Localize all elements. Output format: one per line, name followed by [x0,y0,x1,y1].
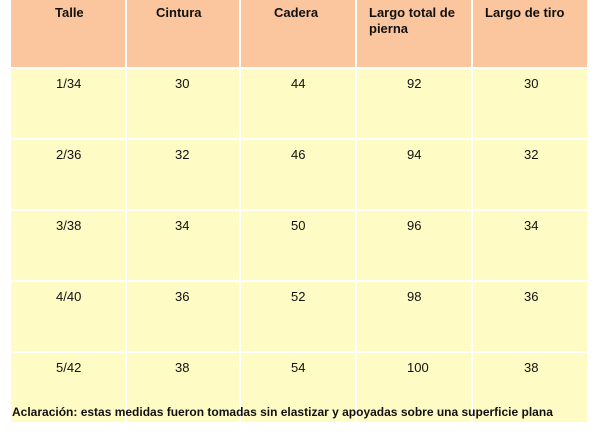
cell-cintura: 30 [127,69,239,138]
cell-cadera: 52 [241,282,355,351]
table-header: Talle Cintura Cadera Largo total de pier… [11,0,587,67]
cell-talle: 4/40 [11,282,125,351]
cell-talle: 2/36 [11,140,125,209]
cell-cintura: 32 [127,140,239,209]
table-row: 1/34 30 44 92 30 [11,69,587,138]
size-chart-table: Talle Cintura Cadera Largo total de pier… [9,0,589,424]
cell-cadera: 50 [241,211,355,280]
header-row: Talle Cintura Cadera Largo total de pier… [11,0,587,67]
cell-largo-tiro: 34 [473,211,587,280]
cell-largo-tiro: 30 [473,69,587,138]
header-largo-total-pierna: Largo total de pierna [357,0,471,67]
header-cadera: Cadera [241,0,355,67]
cell-cintura: 34 [127,211,239,280]
cell-talle: 5/42 [11,353,125,422]
cell-cintura: 36 [127,282,239,351]
cell-cintura: 38 [127,353,239,422]
table-row: 3/38 34 50 96 34 [11,211,587,280]
cell-cadera: 44 [241,69,355,138]
measurement-note: Aclaración: estas medidas fueron tomadas… [12,405,553,419]
cell-largo-pierna: 96 [357,211,471,280]
header-cintura: Cintura [127,0,239,67]
cell-largo-tiro: 38 [473,353,587,422]
header-talle: Talle [11,0,125,67]
cell-largo-pierna: 92 [357,69,471,138]
cell-talle: 1/34 [11,69,125,138]
table-body: 1/34 30 44 92 30 2/36 32 46 94 32 3/38 3… [11,69,587,422]
table-row: 2/36 32 46 94 32 [11,140,587,209]
cell-largo-pierna: 98 [357,282,471,351]
cell-largo-pierna: 94 [357,140,471,209]
header-largo-tiro: Largo de tiro [473,0,587,67]
table-row: 4/40 36 52 98 36 [11,282,587,351]
cell-largo-tiro: 32 [473,140,587,209]
cell-largo-pierna: 100 [357,353,471,422]
table-row: 5/42 38 54 100 38 [11,353,587,422]
cell-cadera: 54 [241,353,355,422]
cell-cadera: 46 [241,140,355,209]
cell-largo-tiro: 36 [473,282,587,351]
cell-talle: 3/38 [11,211,125,280]
